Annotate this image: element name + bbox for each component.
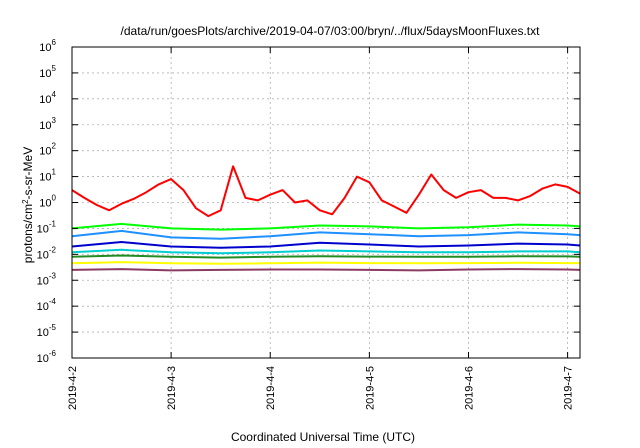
chart-title: /data/run/goesPlots/archive/2019-04-07/0… xyxy=(121,24,541,38)
y-tick-label-base: 10 xyxy=(39,172,51,184)
y-tick-label-base: 10 xyxy=(37,223,49,235)
series-line-3 xyxy=(71,229,581,240)
y-tick-label: 10-4 xyxy=(37,297,57,313)
y-tick-label: 105 xyxy=(39,64,56,80)
y-tick-label: 10-2 xyxy=(37,245,57,261)
y-tick-label-exponent: 4 xyxy=(52,90,57,99)
series-line-1 xyxy=(71,165,581,218)
series-line-7 xyxy=(71,261,581,265)
x-tick-label: 2019-4-6 xyxy=(463,366,475,410)
y-tick-label-exponent: -4 xyxy=(49,297,57,306)
x-axis-label: Coordinated Universal Time (UTC) xyxy=(231,430,415,444)
y-tick-label-base: 10 xyxy=(39,120,51,132)
x-tick-label: 2019-4-4 xyxy=(265,366,277,410)
y-tick-label-exponent: -5 xyxy=(49,323,57,332)
series-line-5 xyxy=(71,248,581,255)
y-tick-label-base: 10 xyxy=(39,198,51,210)
y-tick-label-exponent: 2 xyxy=(52,142,57,151)
y-tick-label-exponent: -3 xyxy=(49,271,57,280)
y-tick-label-base: 10 xyxy=(37,275,49,287)
y-tick-label-exponent: -2 xyxy=(49,245,57,254)
y-tick-label: 10-6 xyxy=(37,349,57,365)
series-line-6 xyxy=(71,254,581,259)
y-tick-label-exponent: 5 xyxy=(52,64,57,73)
y-tick-label-exponent: 3 xyxy=(52,116,57,125)
y-axis-label-rest: -s-sr-MeV xyxy=(21,147,35,200)
y-tick-label-exponent: -1 xyxy=(49,219,57,228)
y-tick-label: 101 xyxy=(39,168,56,184)
series-line-2 xyxy=(71,222,581,231)
series-line-8 xyxy=(71,268,581,272)
y-tick-label-base: 10 xyxy=(39,42,51,54)
y-tick-label-base: 10 xyxy=(37,249,49,261)
y-tick-label: 104 xyxy=(39,90,56,106)
y-tick-label: 10-3 xyxy=(37,271,57,287)
y-tick-label-base: 10 xyxy=(39,146,51,158)
y-tick-label-base: 10 xyxy=(39,68,51,80)
y-tick-label-base: 10 xyxy=(39,94,51,106)
y-tick-label: 10-5 xyxy=(37,323,57,339)
x-axis-ticks: 2019-4-2 2019-4-3 2019-4-4 2019-4-5 2019-4-6… xyxy=(67,47,575,410)
y-tick-label: 102 xyxy=(39,142,56,158)
y-tick-label: 103 xyxy=(39,116,56,132)
series-group xyxy=(71,165,581,272)
y-tick-label: 100 xyxy=(39,194,56,210)
y-tick-label-exponent: 6 xyxy=(52,38,57,47)
y-tick-label-exponent: 0 xyxy=(52,194,57,203)
y-axis-ticks: 10-610-510-410-310-210-11001011021031041… xyxy=(37,38,580,365)
y-tick-label-exponent: 1 xyxy=(52,168,57,177)
y-tick-label-base: 10 xyxy=(37,327,49,339)
y-axis-label-base: protons/cm xyxy=(21,204,35,263)
series-line-4 xyxy=(71,241,581,249)
y-tick-label-exponent: -6 xyxy=(49,349,57,358)
y-axis-label-sup: 2 xyxy=(21,199,30,204)
y-tick-label-base: 10 xyxy=(37,301,49,313)
x-tick-label: 2019-4-5 xyxy=(364,366,376,410)
y-tick-label: 10-1 xyxy=(37,219,57,235)
x-tick-label: 2019-4-2 xyxy=(67,366,79,410)
x-tick-label: 2019-4-3 xyxy=(166,366,178,410)
y-tick-label: 106 xyxy=(39,38,56,54)
y-axis-label: protons/cm2-s-sr-MeV xyxy=(21,147,36,263)
x-tick-label: 2019-4-7 xyxy=(563,366,575,410)
y-tick-label-base: 10 xyxy=(37,353,49,365)
